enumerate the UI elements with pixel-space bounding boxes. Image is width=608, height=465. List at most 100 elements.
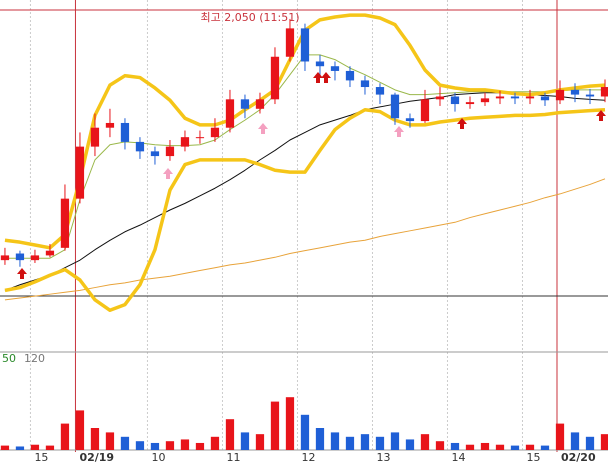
signal-arrow [394,126,404,137]
volume-bar [270,401,280,450]
volume-bar [120,436,130,450]
candle-body [315,61,325,67]
signal-arrow [313,72,323,83]
volume-bar [450,442,460,450]
volume-bar [255,434,265,450]
volume-bar [570,432,580,450]
volume-bar [180,439,190,450]
volume-bar [300,414,310,450]
volume-legend: 120 [24,352,45,365]
volume-bar [540,445,550,450]
volume-bar [240,432,250,450]
candle-body [225,99,235,128]
volume-bar [195,442,205,450]
volume-bar [525,444,535,450]
x-tick-label: 15 [526,451,540,464]
candle-body [570,89,580,95]
candle-body [375,87,385,95]
volume-bar [600,434,608,450]
volume-bar [480,442,490,450]
volume-bar [390,432,400,450]
x-tick-label: 02/20 [561,451,596,464]
volume-bar [285,397,295,450]
volume-bar [135,441,145,450]
volume-bar [330,432,340,450]
candle-body [0,255,10,261]
volume-bar [405,439,415,450]
volume-bar [210,436,220,450]
volume-bar [75,410,85,450]
candle-body [480,98,490,103]
candle-body [420,99,430,122]
volume-bar [0,445,10,450]
candle-body [105,122,115,128]
volume-bar [510,445,520,450]
candle-body [390,94,400,119]
candle-body [495,96,505,99]
volume-bar [555,423,565,450]
candle-body [120,122,130,142]
candle-body [300,28,310,62]
candle-body [165,146,175,157]
candle-body [405,118,415,122]
candle-body [90,127,100,147]
x-tick-label: 15 [34,451,48,464]
candle-body [525,96,535,99]
volume-bar [225,419,235,450]
candle-body [270,56,280,100]
candle-body [345,70,355,81]
candle-body [30,255,40,261]
x-tick-label: 10 [151,451,165,464]
x-tick-label: 11 [226,451,240,464]
volume-bar [360,434,370,450]
x-tick-label: 12 [301,451,315,464]
volume-bar [15,446,25,450]
volume-legend: 50 [2,352,16,365]
signal-arrow [321,72,331,83]
candle-body [240,99,250,109]
signal-arrow [457,118,467,129]
candle-body [150,151,160,157]
candle-body [465,102,475,105]
volume-bar [375,436,385,450]
indicator-line [4,107,606,313]
candle-body [360,80,370,88]
candle-body [255,99,265,109]
volume-bar [585,436,595,450]
volume-bar [60,423,70,450]
candle-body [285,28,295,57]
volume-bar [90,428,100,450]
volume-bar [345,436,355,450]
volume-bar [105,432,115,450]
candle-body [45,250,55,256]
signal-markers [17,72,606,279]
volume-bar [150,442,160,450]
volume-bar [495,444,505,450]
candle-body [210,127,220,138]
volume-bar [45,445,55,450]
candle-body [75,146,85,199]
candle-body [510,96,520,99]
x-tick-label: 02/19 [79,451,114,464]
candle-body [555,89,565,101]
indicator-line [4,178,606,301]
signal-arrow [596,110,606,121]
candle-body [450,96,460,105]
volume-bar [315,428,325,450]
signal-arrow [163,168,173,179]
volume-bar [165,441,175,450]
candle-body [330,66,340,71]
candle-body [15,253,25,261]
volume-bar [465,444,475,450]
candle-body [60,198,70,248]
candle-body [195,137,205,139]
volume-bar [420,434,430,450]
candle-body [540,96,550,101]
x-tick-label: 14 [451,451,465,464]
candle-body [600,87,608,97]
volume-bar [435,441,445,450]
signal-arrow [258,123,268,134]
candle-body [180,137,190,147]
candle-body [435,96,445,100]
